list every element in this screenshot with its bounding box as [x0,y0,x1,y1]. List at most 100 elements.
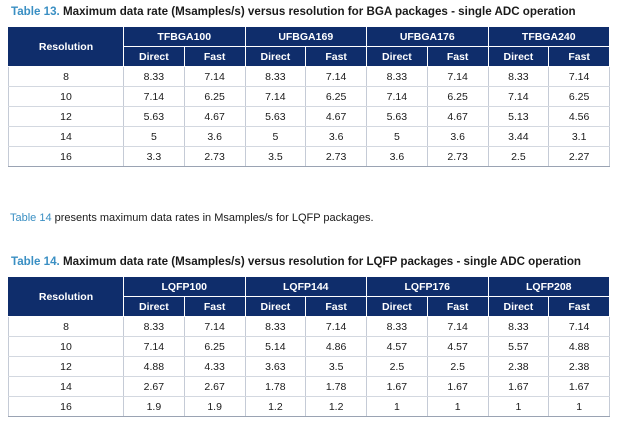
rate-cell: 4.33 [183,356,246,377]
paragraph-text: presents maximum data rates in Msamples/… [51,212,374,224]
rate-cell: 1 [426,396,489,417]
resolution-cell: 16 [8,146,124,167]
table-13-caption: Table 13. Maximum data rate (Msamples/s)… [11,5,576,18]
package-header: LQFP100 [123,276,246,297]
rate-cell: 8.33 [366,66,428,87]
rate-cell: 4.88 [123,356,185,377]
rate-cell: 6.25 [548,86,610,107]
package-header: UFBGA169 [244,26,367,47]
rate-cell: 7.14 [244,86,307,107]
package-header: LQFP176 [366,276,489,297]
mode-header: Direct [366,46,428,67]
rate-cell: 3.5 [305,356,367,377]
rate-cell: 2.5 [366,356,428,377]
resolution-cell: 8 [8,316,124,337]
mode-header: Fast [548,46,610,67]
table-13: Resolution TFBGA100 UFBGA169 UFBGA176 TF… [8,26,610,167]
rate-cell: 3.6 [305,126,367,147]
resolution-cell: 12 [8,106,124,127]
rate-cell: 8.33 [244,66,307,87]
mode-header: Fast [426,46,489,67]
resolution-cell: 14 [8,376,124,397]
mode-header: Direct [244,296,307,317]
rate-cell: 3.6 [366,146,428,167]
rate-cell: 5.63 [244,106,307,127]
rate-cell: 3.63 [244,356,307,377]
resolution-cell: 10 [8,336,124,357]
table-row: 12 5.63 4.67 5.63 4.67 5.63 4.67 5.13 4.56 [8,106,610,127]
rate-cell: 6.25 [305,86,367,107]
rate-cell: 7.14 [426,66,489,87]
mode-header: Fast [183,46,246,67]
rate-cell: 1.67 [548,376,610,397]
rate-cell: 1 [548,396,610,417]
package-header: UFBGA176 [366,26,489,47]
rate-cell: 2.73 [183,146,246,167]
rate-cell: 5.63 [366,106,428,127]
rate-cell: 7.14 [183,66,246,87]
resolution-cell: 10 [8,86,124,107]
mode-header: Fast [305,296,367,317]
rate-cell: 1.78 [305,376,367,397]
rate-cell: 7.14 [183,316,246,337]
rate-cell: 5.63 [123,106,185,127]
rate-cell: 4.67 [183,106,246,127]
rate-cell: 7.14 [426,316,489,337]
rate-cell: 5.57 [487,336,550,357]
rate-cell: 7.14 [123,336,185,357]
mode-header: Direct [366,296,428,317]
rate-cell: 2.67 [183,376,246,397]
rate-cell: 4.67 [305,106,367,127]
rate-cell: 2.27 [548,146,610,167]
rate-cell: 5.14 [244,336,307,357]
mode-header: Fast [183,296,246,317]
rate-cell: 8.33 [487,66,550,87]
rate-cell: 1.78 [244,376,307,397]
rate-cell: 6.25 [426,86,489,107]
rate-cell: 6.25 [183,86,246,107]
rate-cell: 4.86 [305,336,367,357]
rate-cell: 8.33 [244,316,307,337]
rate-cell: 4.57 [426,336,489,357]
rate-cell: 3.6 [426,126,489,147]
rate-cell: 5.13 [487,106,550,127]
mode-header: Direct [123,296,185,317]
rate-cell: 8.33 [123,316,185,337]
resolution-header: Resolution [8,276,124,317]
rate-cell: 1.67 [487,376,550,397]
intro-paragraph: Table 14 presents maximum data rates in … [10,212,374,224]
table-14: Resolution LQFP100 LQFP144 LQFP176 LQFP2… [8,276,610,417]
rate-cell: 2.5 [487,146,550,167]
table-row: 10 7.14 6.25 7.14 6.25 7.14 6.25 7.14 6.25 [8,86,610,107]
rate-cell: 1.9 [183,396,246,417]
rate-cell: 7.14 [305,316,367,337]
table-14-link[interactable]: Table 14 [10,212,52,224]
rate-cell: 1 [487,396,550,417]
table-13-title: Maximum data rate (Msamples/s) versus re… [63,5,576,18]
table-row: 16 1.9 1.9 1.2 1.2 1 1 1 1 [8,396,610,417]
table-14-number: Table 14. [11,255,60,268]
resolution-cell: 16 [8,396,124,417]
rate-cell: 1.2 [305,396,367,417]
rate-cell: 1.67 [426,376,489,397]
table-14-title: Maximum data rate (Msamples/s) versus re… [63,255,581,268]
rate-cell: 1.67 [366,376,428,397]
rate-cell: 4.57 [366,336,428,357]
rate-cell: 2.38 [487,356,550,377]
mode-header: Fast [426,296,489,317]
rate-cell: 2.67 [123,376,185,397]
rate-cell: 7.14 [548,316,610,337]
rate-cell: 3.6 [183,126,246,147]
rate-cell: 7.14 [487,86,550,107]
rate-cell: 7.14 [366,86,428,107]
resolution-cell: 14 [8,126,124,147]
mode-header: Fast [305,46,367,67]
rate-cell: 1 [366,396,428,417]
rate-cell: 1.2 [244,396,307,417]
table-row: 10 7.14 6.25 5.14 4.86 4.57 4.57 5.57 4.88 [8,336,610,357]
mode-header: Direct [123,46,185,67]
resolution-cell: 12 [8,356,124,377]
mode-header: Direct [487,296,550,317]
rate-cell: 7.14 [548,66,610,87]
rate-cell: 2.38 [548,356,610,377]
